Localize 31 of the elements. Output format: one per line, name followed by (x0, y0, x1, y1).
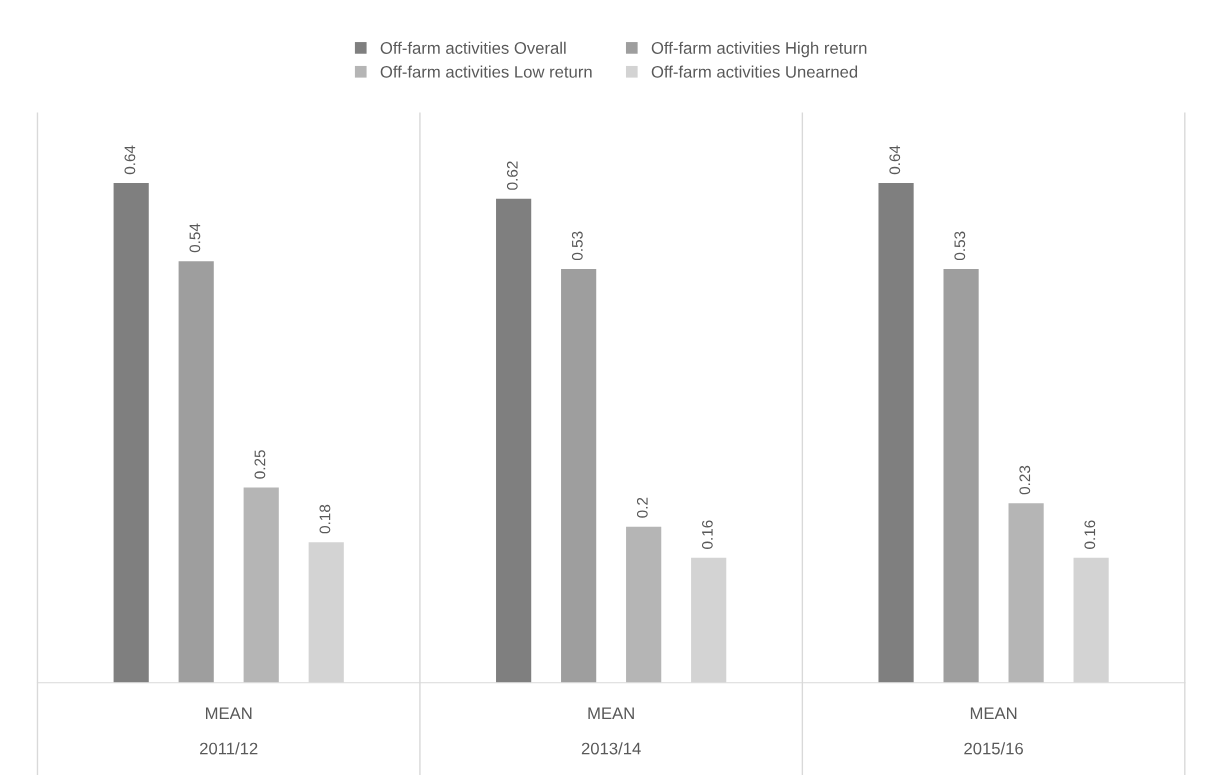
bar (243, 487, 279, 683)
data-label: 0.64 (124, 145, 136, 175)
bar (178, 261, 214, 683)
legend-label: Off-farm activities High return (651, 41, 867, 58)
text: MEAN (588, 707, 634, 719)
x-tick-label: 2015/16 (964, 742, 1023, 755)
text: MEAN (970, 707, 1017, 719)
legend-label: Off-farm activities Low return (380, 65, 592, 78)
data-label: 0.25 (254, 450, 266, 479)
x-tick-label: 2011/12 (200, 742, 258, 755)
bar (113, 183, 149, 683)
legend-label: Off-farm activities Unearned (651, 65, 858, 78)
data-label: 0.64 (889, 145, 901, 175)
data-label: 0.18 (319, 504, 331, 534)
data-label: 0.54 (189, 223, 201, 253)
data-label: 0.16 (701, 520, 713, 549)
bar (943, 268, 979, 683)
data-label: 0.53 (571, 231, 583, 261)
data-label: 0.53 (954, 231, 966, 261)
bar (878, 183, 914, 683)
bar (561, 268, 597, 683)
data-label: 0.62 (506, 161, 518, 190)
data-label: 0.16 (1084, 520, 1096, 549)
text: MEAN (205, 707, 252, 719)
legend-label: Off-farm activities Overall (380, 41, 566, 54)
bar (626, 526, 662, 683)
data-label: 0.2 (636, 497, 648, 518)
bar (496, 198, 532, 683)
bar (1008, 503, 1044, 683)
data-label: 0.23 (1019, 465, 1031, 495)
x-tick-label: 2013/14 (581, 742, 641, 755)
